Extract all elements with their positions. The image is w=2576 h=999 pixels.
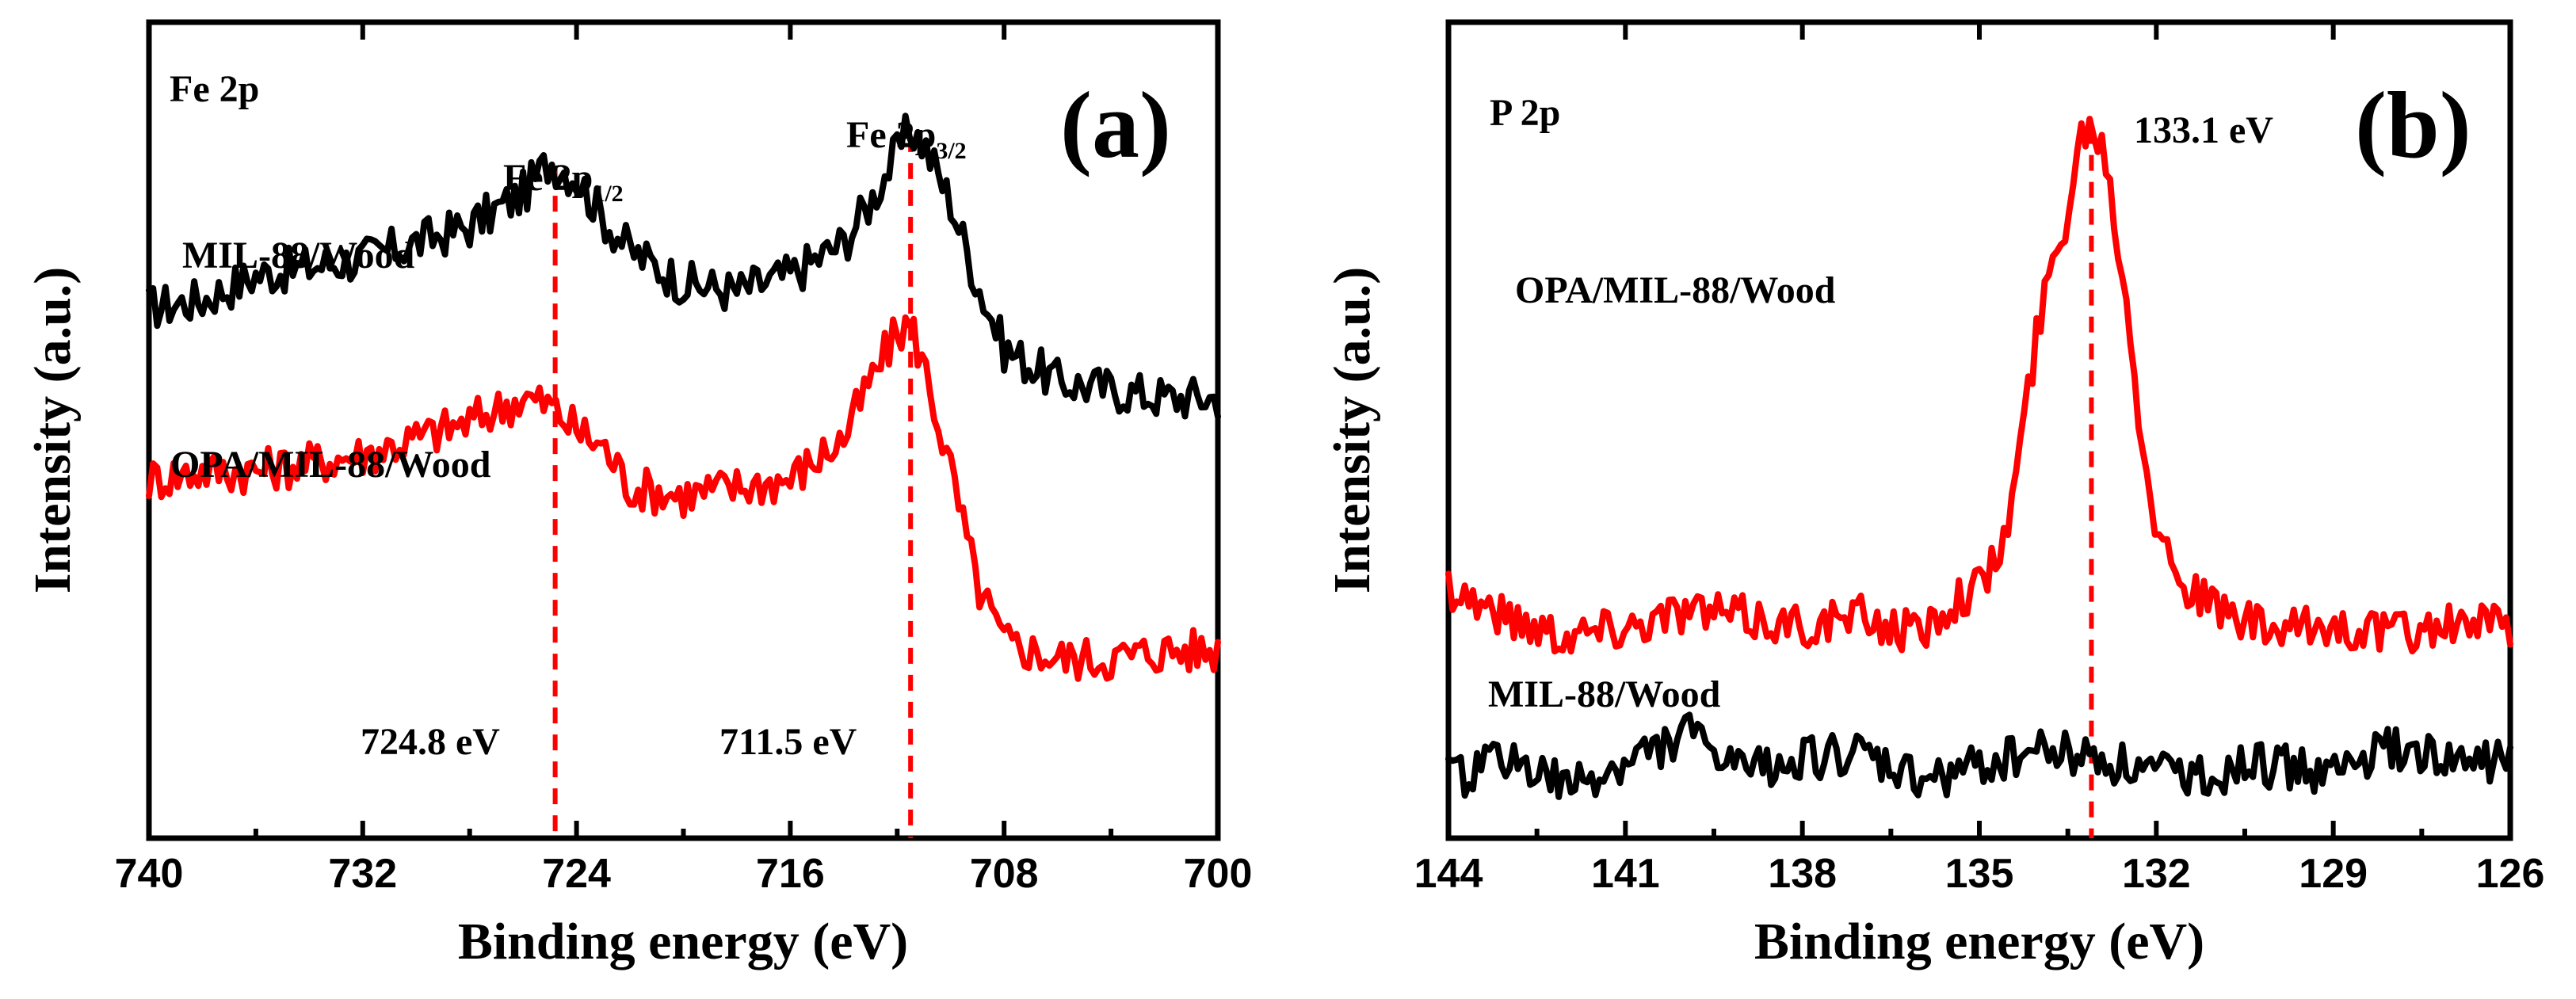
element-label-a: Fe 2p bbox=[170, 68, 259, 110]
x-tick-label-b-129: 129 bbox=[2299, 851, 2368, 897]
x-tick-label-b-126: 126 bbox=[2476, 851, 2545, 897]
x-tick-label-a-700: 700 bbox=[1184, 851, 1253, 897]
x-tick-label-a-740: 740 bbox=[115, 851, 184, 897]
ref-label-711-5: 711.5 eV bbox=[719, 721, 857, 763]
x-tick-label-b-141: 141 bbox=[1591, 851, 1660, 897]
x-axis-title-b: Binding energy (eV) bbox=[1754, 913, 2204, 970]
x-tick-label-b-138: 138 bbox=[1768, 851, 1837, 897]
series-label-opa-mil88-wood-b: OPA/MIL-88/Wood bbox=[1515, 269, 1836, 311]
x-tick-label-b-144: 144 bbox=[1414, 851, 1483, 897]
peak-label-fe2p12-sub: 1/2 bbox=[593, 181, 623, 207]
x-ticks-a: 740 732 724 716 708 700 bbox=[115, 22, 1253, 897]
plot-frame-a bbox=[146, 19, 1221, 841]
x-tick-label-b-132: 132 bbox=[2122, 851, 2191, 897]
element-label-b: P 2p bbox=[1490, 92, 1560, 134]
series-line-a-mil-88-wood bbox=[146, 112, 1221, 420]
y-axis-title-a: Intensity (a.u.) bbox=[24, 267, 82, 594]
ref-label-724-8: 724.8 eV bbox=[361, 721, 500, 763]
series-line-b-opa-mil-88-wood bbox=[1445, 116, 2513, 655]
y-axis-title-b: Intensity (a.u.) bbox=[1323, 267, 1381, 594]
series-line-a-opa-mil-88-wood bbox=[146, 314, 1221, 682]
x-tick-label-a-732: 732 bbox=[328, 851, 397, 897]
reference-lines-a bbox=[552, 135, 914, 838]
plot-frame-b bbox=[1445, 19, 2513, 841]
peak-label-fe2p12: Fe 2p1/2 bbox=[503, 157, 624, 207]
x-tick-label-a-708: 708 bbox=[970, 851, 1039, 897]
series-line-b-mil-88-wood bbox=[1445, 711, 2513, 800]
panel-b: 144 141 138 135 132 129 126 P 2p (b) 133.1 eV … bbox=[1323, 19, 2545, 970]
peak-label-fe2p32-main: Fe 2p bbox=[846, 114, 936, 156]
traces-b bbox=[1445, 116, 2513, 800]
x-tick-label-a-724: 724 bbox=[542, 851, 611, 897]
series-label-mil88-wood-a: MIL-88/Wood bbox=[182, 234, 415, 276]
traces-a bbox=[146, 112, 1221, 682]
x-ticks-b: 144 141 138 135 132 129 126 bbox=[1414, 22, 2545, 897]
peak-label-133-1: 133.1 eV bbox=[2134, 109, 2273, 151]
panel-label-a: (a) bbox=[1060, 72, 1171, 177]
panel-label-b: (b) bbox=[2355, 72, 2471, 177]
series-label-mil88-wood-b: MIL-88/Wood bbox=[1488, 673, 1721, 715]
x-tick-label-a-716: 716 bbox=[756, 851, 825, 897]
x-tick-label-b-135: 135 bbox=[1945, 851, 2014, 897]
peak-label-fe2p32: Fe 2p3/2 bbox=[846, 114, 967, 164]
peak-label-fe2p32-sub: 3/2 bbox=[936, 138, 966, 164]
series-label-opa-mil88-wood-a: OPA/MIL-88/Wood bbox=[170, 444, 491, 486]
x-axis-title-a: Binding energy (eV) bbox=[458, 913, 908, 970]
panel-a: 740 732 724 716 708 700 Fe 2p (a) Fe 2p1/2 Fe… bbox=[24, 19, 1253, 970]
peak-label-fe2p12-main: Fe 2p bbox=[503, 157, 593, 199]
